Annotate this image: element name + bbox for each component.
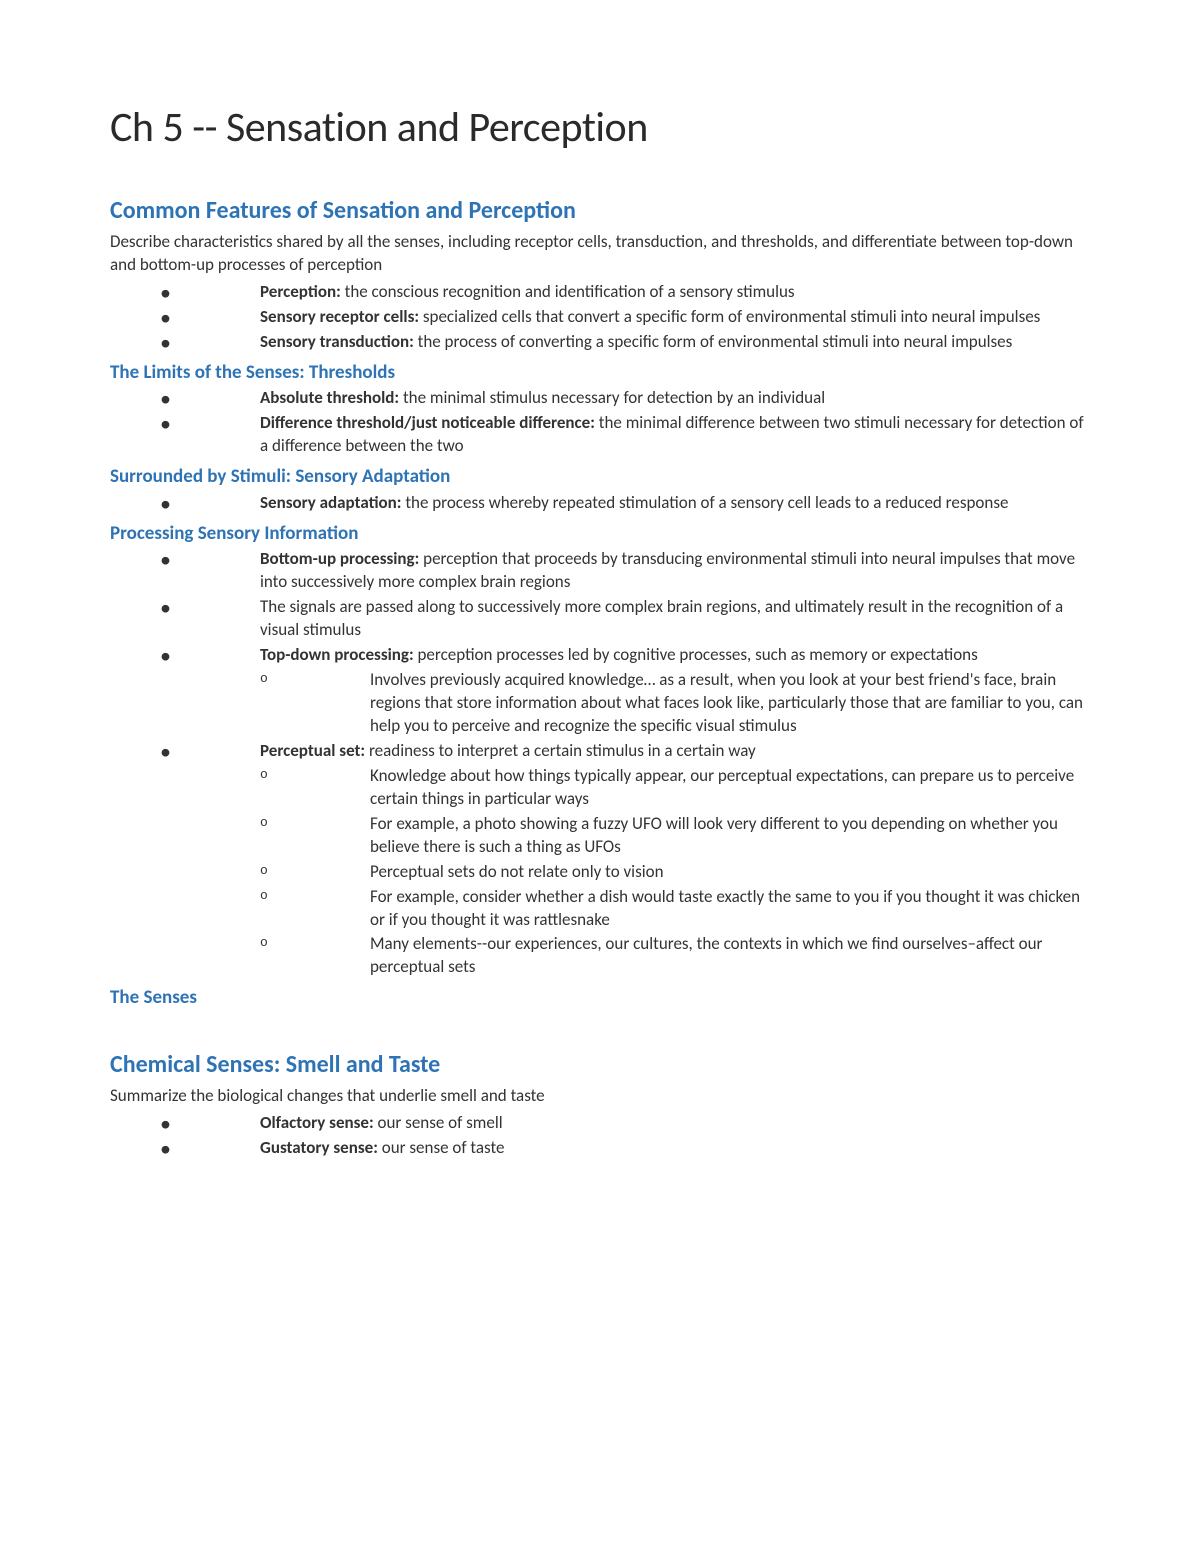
adaptation-list: Sensory adaptation: the process whereby …: [110, 492, 1090, 515]
thresholds-list: Absolute threshold: the minimal stimulus…: [110, 387, 1090, 458]
sub-list-item: For example, a photo showing a fuzzy UFO…: [210, 813, 1090, 859]
list-item: The signals are passed along to successi…: [160, 596, 1090, 642]
term: Difference threshold/just noticeable dif…: [260, 412, 595, 433]
list-item: Sensory receptor cells: specialized cell…: [160, 306, 1090, 329]
term: Sensory transduction:: [260, 331, 414, 352]
list-item: Olfactory sense: our sense of smell: [160, 1112, 1090, 1135]
sub-list-item: Knowledge about how things typically app…: [210, 765, 1090, 811]
subsection-processing-heading: Processing Sensory Information: [110, 521, 1090, 547]
definition: the minimal stimulus necessary for detec…: [399, 387, 825, 408]
term: Bottom-up processing:: [260, 548, 419, 569]
term: Sensory adaptation:: [260, 492, 401, 513]
definition: our sense of smell: [374, 1112, 503, 1133]
definition: the process of converting a specific for…: [414, 331, 1013, 352]
subsection-senses-heading: The Senses: [110, 985, 1090, 1011]
definition: The signals are passed along to successi…: [260, 596, 1063, 640]
page-title: Ch 5 -- Sensation and Perception: [110, 100, 1090, 157]
term: Olfactory sense:: [260, 1112, 374, 1133]
definition: readiness to interpret a certain stimulu…: [365, 740, 756, 761]
section-1-list: Perception: the conscious recognition an…: [110, 281, 1090, 354]
sub-list: Knowledge about how things typically app…: [210, 765, 1090, 979]
term: Perception:: [260, 281, 341, 302]
definition: the process whereby repeated stimulation…: [401, 492, 1008, 513]
subsection-adaptation-heading: Surrounded by Stimuli: Sensory Adaptatio…: [110, 464, 1090, 490]
section-2-heading: Chemical Senses: Smell and Taste: [110, 1049, 1090, 1081]
list-item: Perceptual set: readiness to interpret a…: [160, 740, 1090, 979]
sub-list-item: Involves previously acquired knowledge… …: [210, 669, 1090, 738]
section-1-intro: Describe characteristics shared by all t…: [110, 231, 1090, 277]
term: Absolute threshold:: [260, 387, 399, 408]
term: Gustatory sense:: [260, 1137, 378, 1158]
sub-list-item: Perceptual sets do not relate only to vi…: [210, 861, 1090, 884]
list-item: Top-down processing: perception processe…: [160, 644, 1090, 738]
section-2-list: Olfactory sense: our sense of smell Gust…: [110, 1112, 1090, 1160]
subsection-thresholds-heading: The Limits of the Senses: Thresholds: [110, 360, 1090, 386]
list-item: Sensory transduction: the process of con…: [160, 331, 1090, 354]
term: Top-down processing:: [260, 644, 414, 665]
definition: the conscious recognition and identifica…: [341, 281, 795, 302]
sub-list: Involves previously acquired knowledge… …: [210, 669, 1090, 738]
sub-list-item: For example, consider whether a dish wou…: [210, 886, 1090, 932]
sub-list-item: Many elements--our experiences, our cult…: [210, 933, 1090, 979]
term: Perceptual set:: [260, 740, 365, 761]
list-item: Gustatory sense: our sense of taste: [160, 1137, 1090, 1160]
list-item: Absolute threshold: the minimal stimulus…: [160, 387, 1090, 410]
processing-list: Bottom-up processing: perception that pr…: [110, 548, 1090, 979]
definition: our sense of taste: [378, 1137, 505, 1158]
list-item: Bottom-up processing: perception that pr…: [160, 548, 1090, 594]
section-1-heading: Common Features of Sensation and Percept…: [110, 195, 1090, 227]
list-item: Difference threshold/just noticeable dif…: [160, 412, 1090, 458]
section-2-intro: Summarize the biological changes that un…: [110, 1085, 1090, 1108]
list-item: Perception: the conscious recognition an…: [160, 281, 1090, 304]
definition: specialized cells that convert a specifi…: [419, 306, 1040, 327]
definition: perception processes led by cognitive pr…: [414, 644, 978, 665]
term: Sensory receptor cells:: [260, 306, 419, 327]
list-item: Sensory adaptation: the process whereby …: [160, 492, 1090, 515]
spacer: [110, 1013, 1090, 1035]
